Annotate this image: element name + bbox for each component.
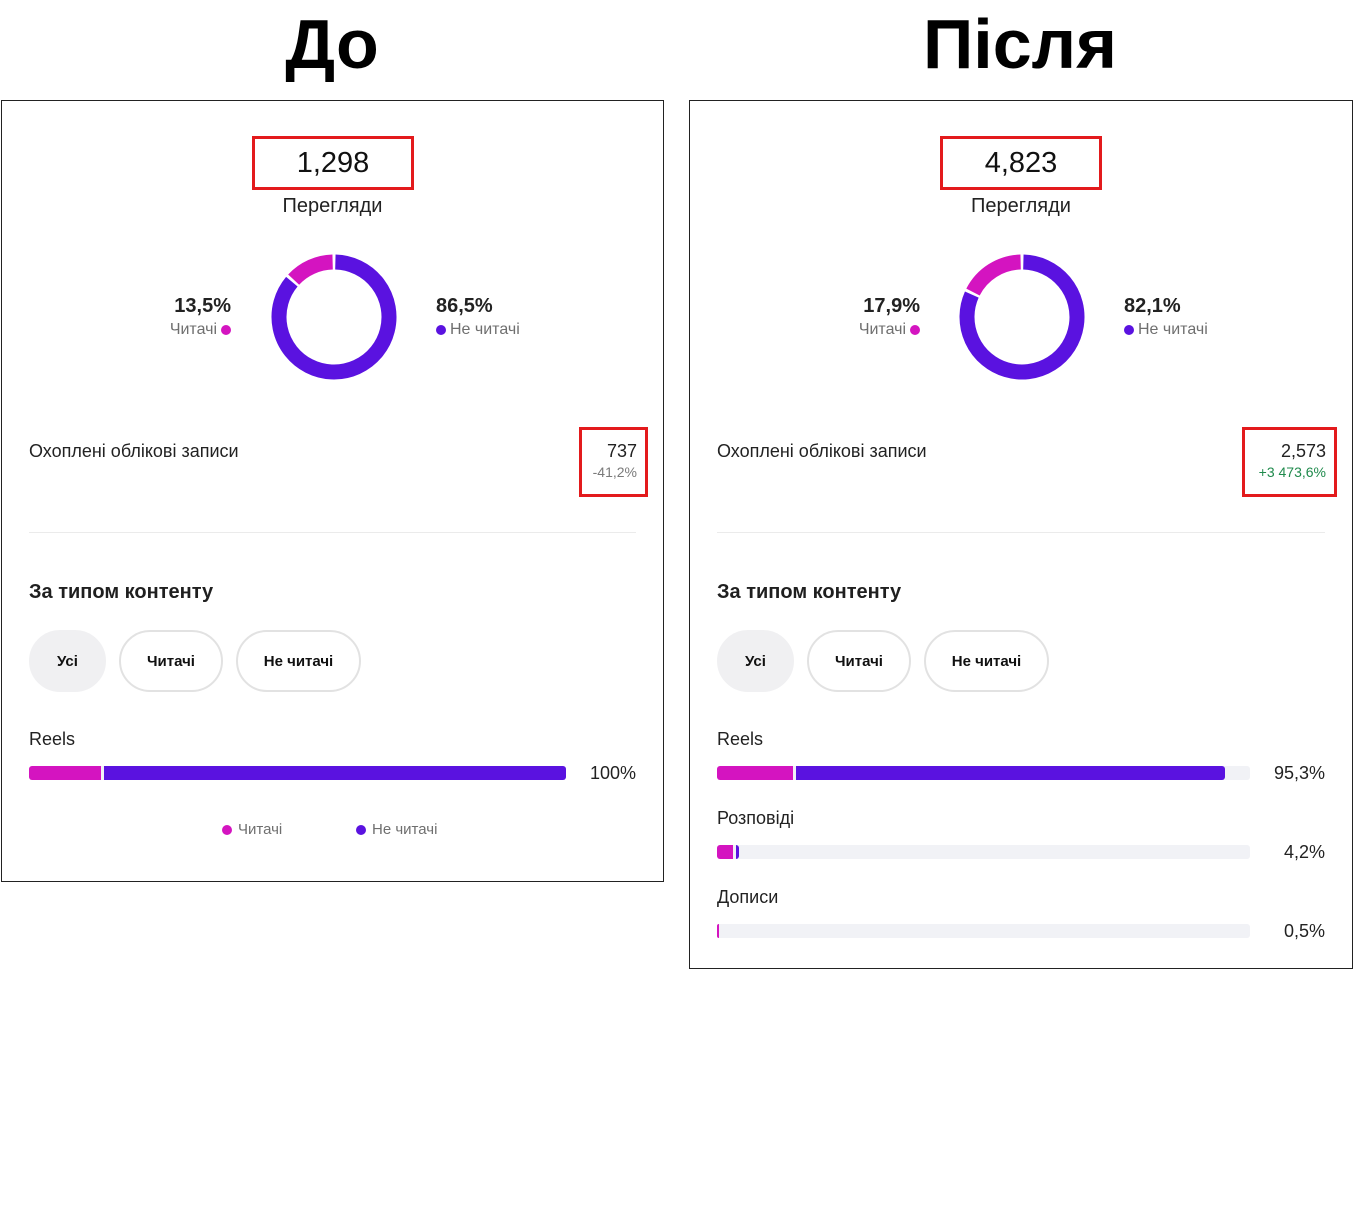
views-value: 4,823: [984, 146, 1058, 179]
insights-panel-after: 4,823 Перегляди 17,9% Читачі 82,1% Не чи…: [689, 100, 1353, 969]
chip-followers[interactable]: Читачі: [119, 630, 223, 692]
bar-track-reels: [717, 766, 1250, 780]
legend-followers-label: Читачі: [238, 821, 283, 838]
followers-label: Читачі: [858, 321, 906, 338]
non-followers-pct: 82,1%: [1124, 295, 1181, 317]
donut-segment-non-followers: [959, 254, 1085, 380]
bar-pct-reels: 100%: [589, 763, 636, 783]
followers-dot-icon: [910, 325, 920, 335]
section-title: За типом контенту: [717, 581, 902, 603]
heading-after: Після: [922, 5, 1117, 83]
non-followers-dot-icon: [436, 325, 446, 335]
bar-segment-followers: [717, 766, 794, 780]
non-followers-share: 86,5% Не читачі: [436, 293, 520, 341]
heading-before: До: [285, 5, 379, 83]
bar-label-reels: Reels: [717, 729, 764, 749]
non-followers-label: Не читачі: [450, 321, 520, 338]
legend-non-followers-dot-icon: [356, 824, 366, 835]
bar-segment-non-followers: [796, 766, 1225, 780]
reach-label: Охоплені облікові записи: [29, 441, 239, 461]
divider: [29, 532, 636, 533]
views-label: Перегляди: [282, 195, 383, 217]
followers-share: 17,9% Читачі: [859, 293, 920, 341]
bar-track-reels: [29, 766, 566, 780]
reach-value: 737: [606, 441, 637, 461]
chip-followers[interactable]: Читачі: [807, 630, 911, 692]
bar-segment-non-followers: [104, 766, 566, 780]
chip-all[interactable]: Усі: [29, 630, 106, 692]
bar-pct-posts: 0,5%: [1283, 921, 1325, 941]
followers-pct: 17,9%: [863, 295, 920, 317]
bar-pct-stories: 4,2%: [1283, 842, 1325, 862]
views-donut-chart: [271, 254, 397, 380]
bar-label-reels: Reels: [29, 729, 76, 749]
non-followers-share: 82,1% Не читачі: [1124, 293, 1208, 341]
views-value: 1,298: [296, 146, 370, 179]
bar-segment-non-followers: [735, 845, 740, 859]
reach-highlight: 737 -41,2%: [579, 427, 648, 497]
reach-label: Охоплені облікові записи: [717, 441, 927, 461]
reach-delta: -41,2%: [592, 464, 637, 480]
reach-delta: +3 473,6%: [1258, 464, 1326, 480]
legend-followers: Читачі: [222, 821, 282, 838]
bar-track-posts: [717, 924, 1250, 938]
reach-value: 2,573: [1280, 441, 1326, 461]
bar-label-stories: Розповіді: [717, 808, 795, 828]
bar-pct-reels: 95,3%: [1273, 763, 1325, 783]
chip-all[interactable]: Усі: [717, 630, 794, 692]
insights-panel-before: 1,298 Перегляди 13,5% Читачі 86,5% Не чи…: [1, 100, 664, 882]
legend-followers-dot-icon: [222, 824, 232, 835]
bar-segment-followers: [29, 766, 102, 780]
followers-pct: 13,5%: [174, 295, 231, 317]
legend-non-followers-label: Не читачі: [372, 821, 438, 838]
chip-non-followers[interactable]: Не читачі: [236, 630, 361, 692]
donut-segment-followers: [966, 254, 1022, 296]
donut-segment-non-followers: [271, 254, 397, 380]
bar-segment-followers: [717, 845, 733, 859]
followers-share: 13,5% Читачі: [170, 293, 231, 341]
bar-label-posts: Дописи: [717, 887, 779, 907]
donut-segment-followers: [288, 254, 334, 285]
non-followers-dot-icon: [1124, 325, 1134, 335]
non-followers-pct: 86,5%: [436, 295, 493, 317]
chip-non-followers[interactable]: Не читачі: [924, 630, 1049, 692]
reach-highlight: 2,573 +3 473,6%: [1242, 427, 1337, 497]
bar-segment-followers: [717, 924, 720, 938]
followers-label: Читачі: [169, 321, 217, 338]
views-label: Перегляди: [971, 195, 1071, 217]
views-donut-chart: [959, 254, 1085, 380]
legend-non-followers: Не читачі: [356, 821, 437, 838]
section-title: За типом контенту: [29, 581, 214, 603]
non-followers-label: Не читачі: [1138, 321, 1208, 338]
views-value-highlight: 4,823: [940, 136, 1102, 190]
bar-track-stories: [717, 845, 1250, 859]
followers-dot-icon: [221, 325, 231, 335]
divider: [717, 532, 1325, 533]
views-value-highlight: 1,298: [252, 136, 414, 190]
